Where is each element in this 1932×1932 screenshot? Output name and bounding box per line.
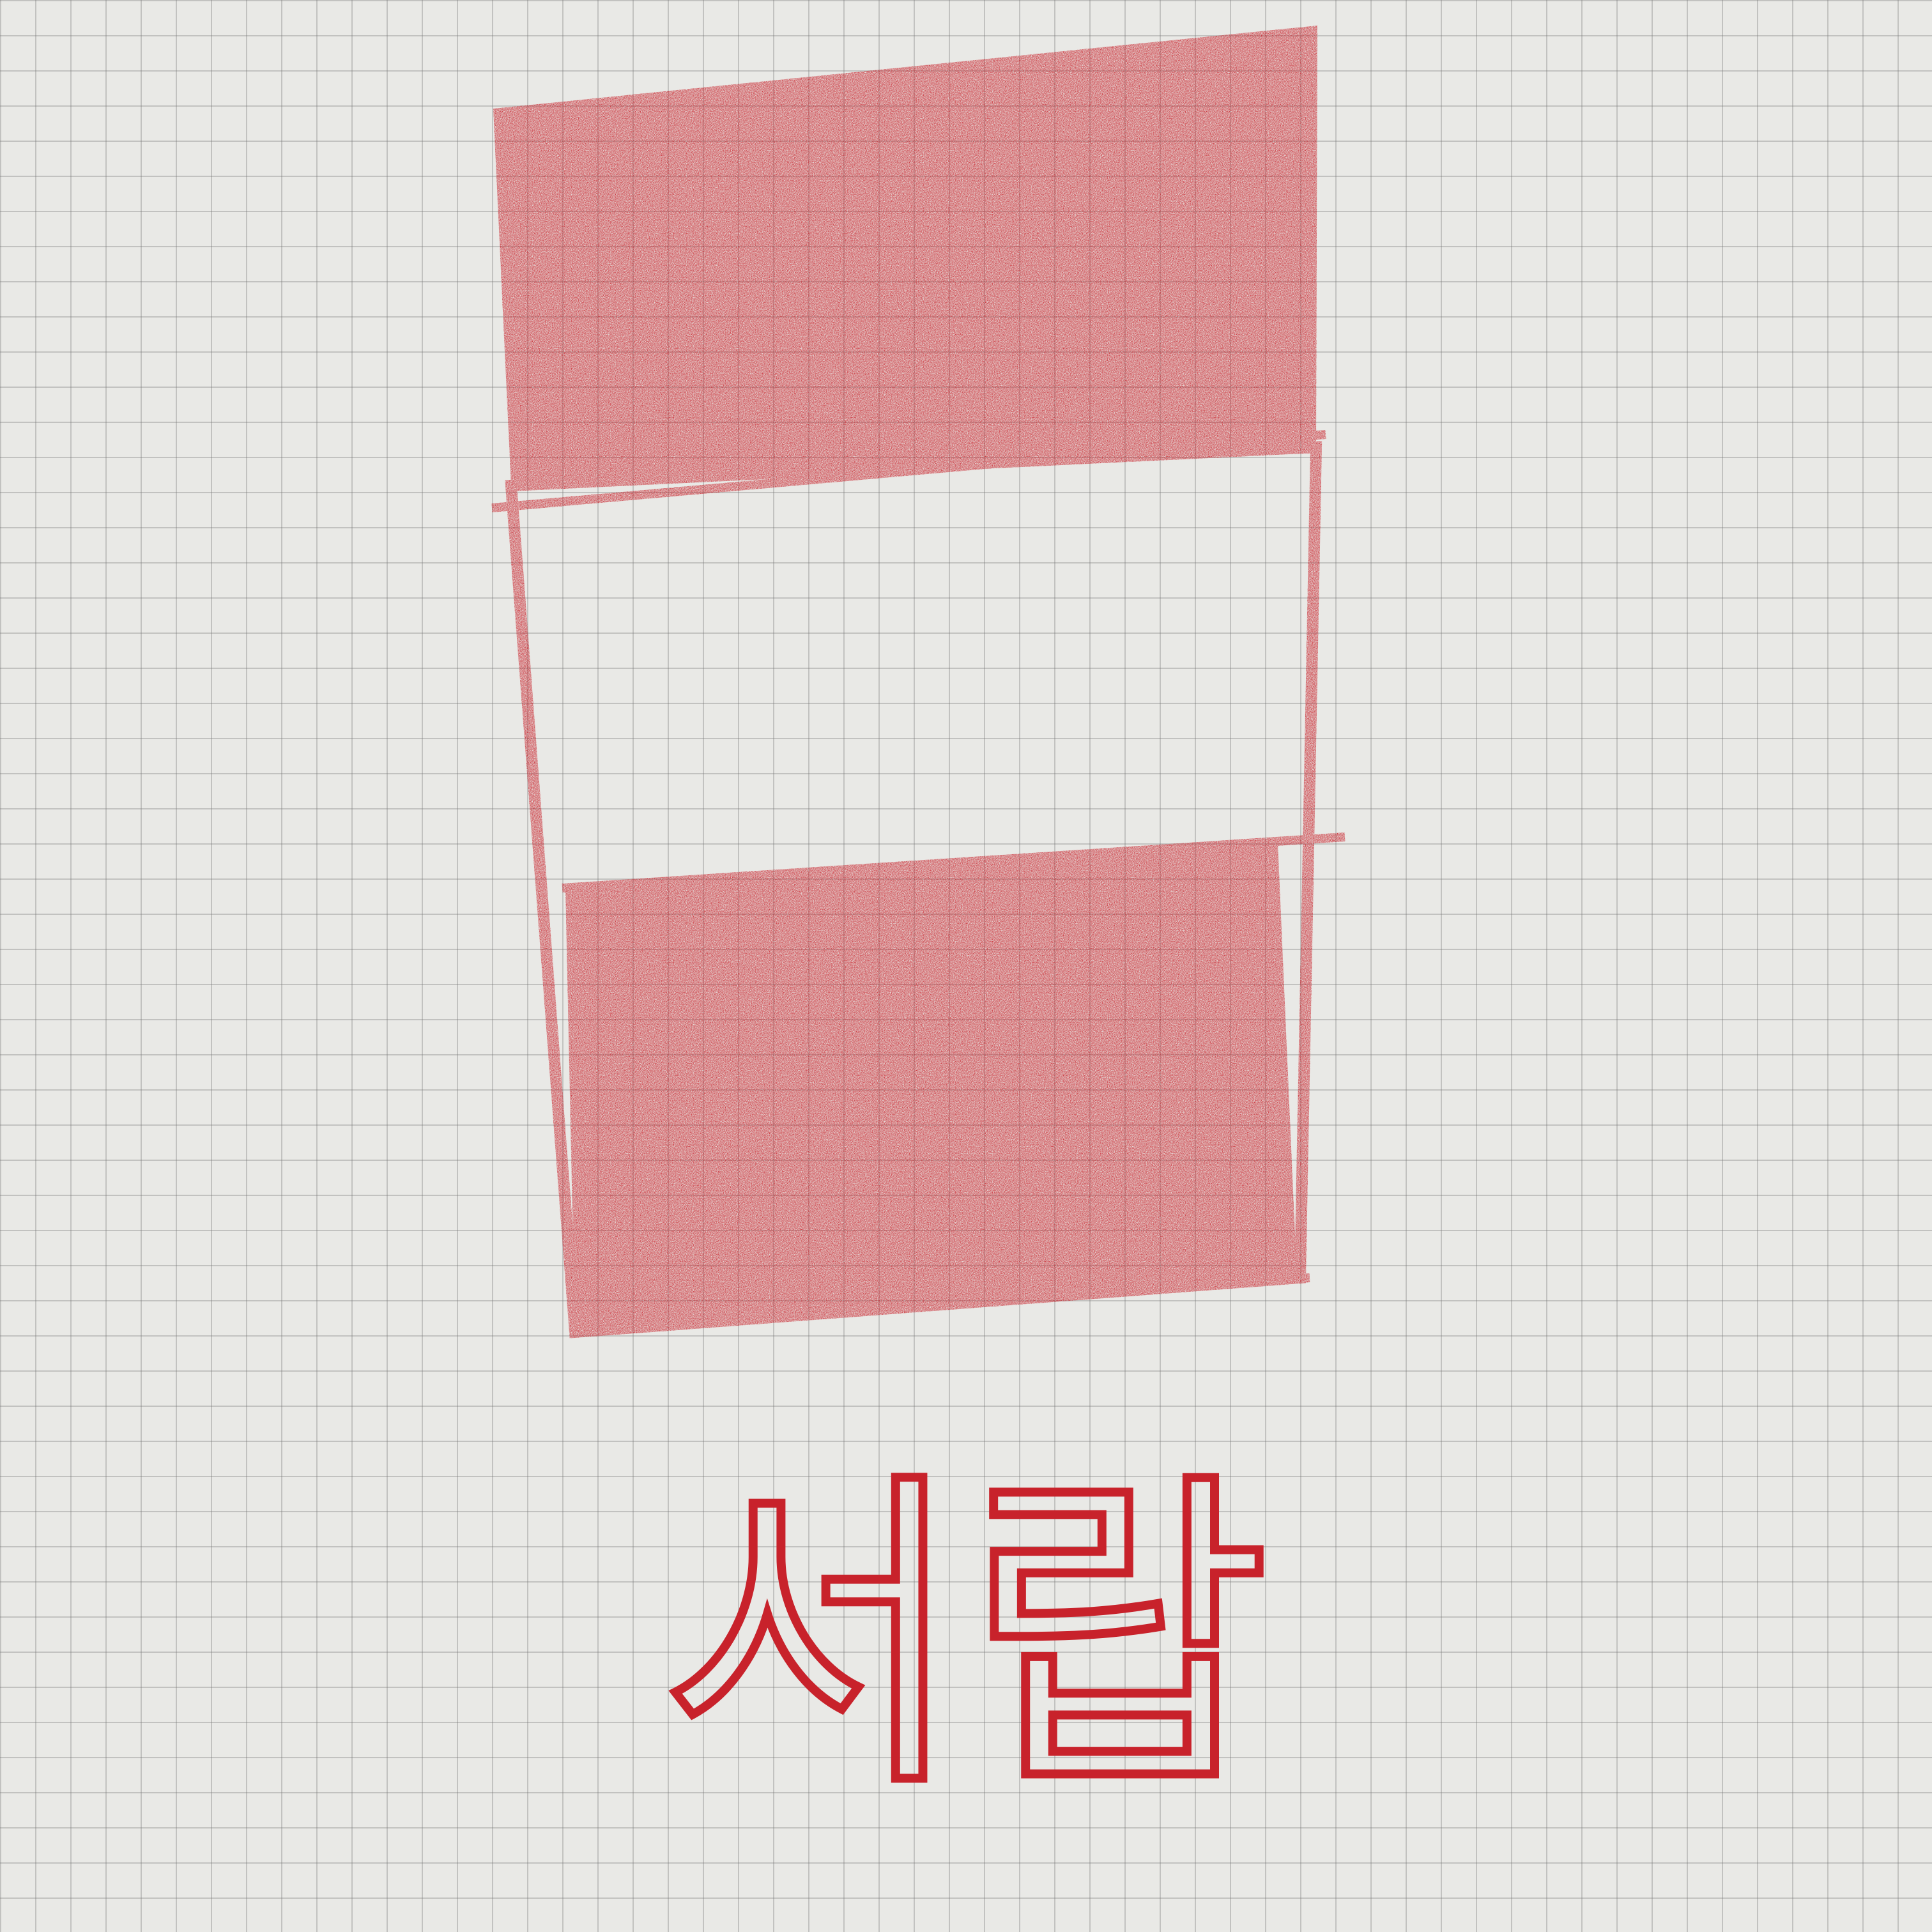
stripe-line [562,832,1346,893]
top-stripe [493,26,1317,486]
flag-sketch [491,26,1346,1338]
stripe-line [491,430,1326,512]
stripe-line [584,1273,1310,1337]
bottom-stripe [565,843,1297,1332]
handwritten-label: 서랍 [659,1443,1271,1830]
